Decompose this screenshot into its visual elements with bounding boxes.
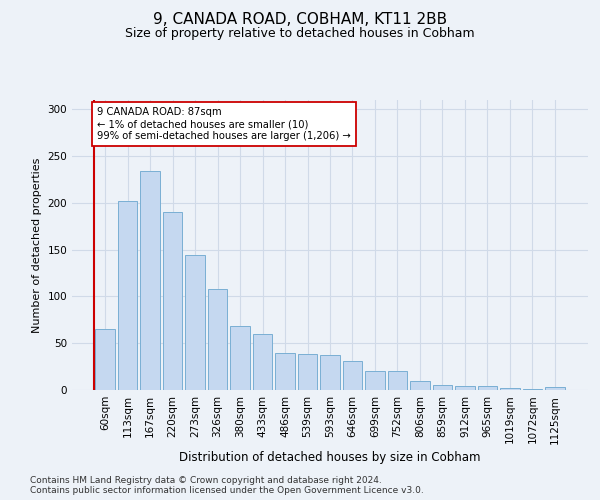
Text: Contains public sector information licensed under the Open Government Licence v3: Contains public sector information licen… [30, 486, 424, 495]
Bar [253, 334, 272, 390]
Bar [478, 386, 497, 390]
Bar [500, 388, 520, 390]
Bar [320, 356, 340, 390]
Bar [545, 387, 565, 390]
Bar [163, 212, 182, 390]
Bar [343, 361, 362, 390]
Text: Contains HM Land Registry data © Crown copyright and database right 2024.: Contains HM Land Registry data © Crown c… [30, 476, 382, 485]
Bar [140, 171, 160, 390]
Text: Size of property relative to detached houses in Cobham: Size of property relative to detached ho… [125, 28, 475, 40]
Text: 9, CANADA ROAD, COBHAM, KT11 2BB: 9, CANADA ROAD, COBHAM, KT11 2BB [153, 12, 447, 28]
Bar [230, 326, 250, 390]
Bar [523, 389, 542, 390]
Bar [208, 289, 227, 390]
Bar [433, 386, 452, 390]
Bar [298, 354, 317, 390]
Bar [455, 386, 475, 390]
Text: Distribution of detached houses by size in Cobham: Distribution of detached houses by size … [179, 451, 481, 464]
Bar [410, 380, 430, 390]
Bar [275, 352, 295, 390]
Bar [185, 256, 205, 390]
Bar [388, 372, 407, 390]
Bar [95, 329, 115, 390]
Y-axis label: Number of detached properties: Number of detached properties [32, 158, 42, 332]
Bar [365, 372, 385, 390]
Text: 9 CANADA ROAD: 87sqm
← 1% of detached houses are smaller (10)
99% of semi-detach: 9 CANADA ROAD: 87sqm ← 1% of detached ho… [97, 108, 351, 140]
Bar [118, 201, 137, 390]
